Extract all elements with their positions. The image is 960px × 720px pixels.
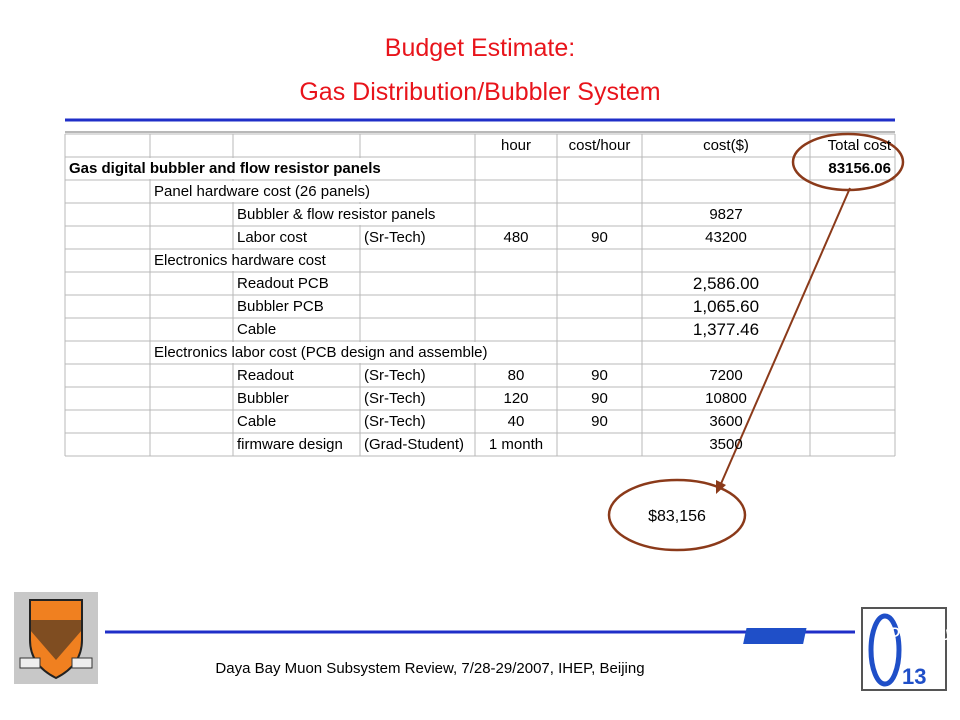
title-line: Budget Estimate: [384, 34, 576, 62]
table-cell: 1,065.60 [692, 297, 760, 316]
table-cell: (Sr-Tech) [361, 388, 429, 409]
table-cell: 2,586.00 [692, 274, 760, 293]
table-cell: 90 [591, 229, 608, 246]
table-cell: Bubbler & flow resistor panels [234, 204, 439, 225]
highlight-circle [791, 132, 905, 192]
table-cell: (Sr-Tech) [361, 227, 429, 248]
table-cell: Readout PCB [234, 273, 332, 294]
table-cell: Electronics hardware cost [151, 250, 329, 271]
table-cell: 3500 [709, 436, 743, 453]
table-cell: 40 [507, 413, 525, 430]
table-cell: 43200 [705, 229, 747, 246]
table-cell: hour [500, 137, 532, 154]
table-cell: 120 [503, 390, 529, 407]
arrow [719, 187, 851, 487]
table-cell: 90 [591, 390, 608, 407]
table-cell: cost($) [703, 137, 749, 154]
table-cell: (Sr-Tech) [361, 365, 429, 386]
table-cell: 480 [503, 229, 529, 246]
table-cell: Panel hardware cost (26 panels) [151, 181, 373, 202]
table-cell: 83156.06 [828, 160, 891, 177]
table-cell: cost/hour [568, 137, 631, 154]
table-cell: 3600 [709, 413, 743, 430]
footer: Daya Bay Muon Subsystem Review, 7/28-29/… [215, 660, 645, 677]
table-cell: Cable [234, 411, 280, 432]
table-cell: Gas digital bubbler and flow resistor pa… [66, 158, 384, 179]
table-cell: (Sr-Tech) [361, 411, 429, 432]
title-line: Gas Distribution/Bubbler System [299, 78, 661, 106]
table-cell: (Grad-Student) [361, 434, 468, 455]
princeton-logo [14, 592, 98, 684]
table-cell: Bubbler PCB [234, 296, 327, 317]
table-cell: firmware design [234, 434, 346, 455]
table-cell: 9827 [709, 206, 743, 223]
table-cell: 10800 [705, 390, 747, 407]
logo-subscript: 13 [902, 664, 926, 689]
annotation-circle [607, 478, 747, 552]
dayabay-logo [743, 607, 947, 691]
table-cell: Total cost [827, 137, 891, 154]
table-cell: 80 [507, 367, 525, 384]
table-cell: 1 month [488, 436, 544, 453]
table-cell: 90 [591, 367, 608, 384]
table-cell: Readout [234, 365, 297, 386]
table-cell: 1,377.46 [692, 320, 760, 339]
table-cell: 7200 [709, 367, 743, 384]
annotation: $83,156 [648, 508, 706, 525]
table-cell: Labor cost [234, 227, 311, 248]
table-cell: 90 [591, 413, 608, 430]
table-cell: Electronics labor cost (PCB design and a… [151, 342, 491, 363]
logo-name: Daya Bay [890, 624, 954, 640]
table-cell: Cable [234, 319, 280, 340]
table-cell: Bubbler [234, 388, 292, 409]
